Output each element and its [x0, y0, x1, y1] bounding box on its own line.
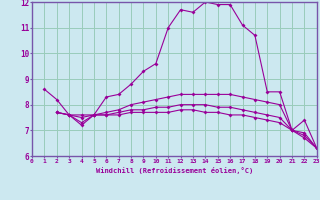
X-axis label: Windchill (Refroidissement éolien,°C): Windchill (Refroidissement éolien,°C) — [96, 167, 253, 174]
